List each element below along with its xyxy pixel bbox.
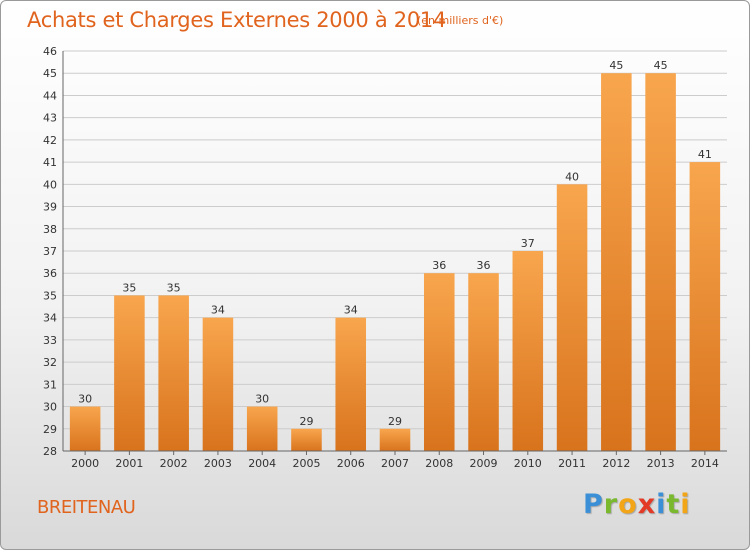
bar-value-label: 34 xyxy=(211,304,225,317)
bar-value-label: 45 xyxy=(609,59,623,72)
x-tick-label: 2003 xyxy=(204,457,232,470)
bar xyxy=(468,273,499,451)
bar-value-label: 30 xyxy=(78,393,92,406)
logo-letter: r xyxy=(603,489,619,520)
bar xyxy=(379,428,411,451)
bar-value-label: 36 xyxy=(432,259,446,272)
bar-value-label: 36 xyxy=(477,259,491,272)
x-tick-label: 2001 xyxy=(115,457,143,470)
logo-letter: P xyxy=(583,489,604,520)
proxiti-logo: Proxiti xyxy=(583,489,691,520)
bar-value-label: 34 xyxy=(344,304,358,317)
x-tick-label: 2008 xyxy=(425,457,453,470)
bar xyxy=(689,162,721,451)
chart-title: Achats et Charges Externes 2000 à 2014 xyxy=(27,8,447,32)
x-tick-label: 2006 xyxy=(337,457,365,470)
y-tick-label: 36 xyxy=(43,267,57,280)
bar-value-label: 29 xyxy=(299,415,313,428)
y-tick-label: 28 xyxy=(43,445,57,458)
bar xyxy=(335,317,367,451)
y-tick-label: 32 xyxy=(43,356,57,369)
x-tick-label: 2010 xyxy=(514,457,542,470)
y-tick-label: 30 xyxy=(43,401,57,414)
bar xyxy=(601,73,632,451)
bar xyxy=(246,406,278,451)
logo-letter: o xyxy=(618,489,638,520)
y-tick-label: 41 xyxy=(43,156,57,169)
bar-value-label: 30 xyxy=(255,393,269,406)
bar-value-label: 40 xyxy=(565,170,579,183)
bar xyxy=(158,295,189,451)
x-tick-label: 2012 xyxy=(602,457,630,470)
y-tick-label: 42 xyxy=(43,134,57,147)
bar-value-label: 41 xyxy=(698,148,712,161)
bar-value-label: 29 xyxy=(388,415,402,428)
x-tick-label: 2002 xyxy=(160,457,188,470)
y-tick-label: 40 xyxy=(43,178,57,191)
y-tick-label: 29 xyxy=(43,423,57,436)
bar xyxy=(423,273,455,451)
x-tick-label: 2000 xyxy=(71,457,99,470)
logo-letter: i xyxy=(656,489,667,520)
y-tick-label: 46 xyxy=(43,45,57,58)
y-tick-label: 37 xyxy=(43,245,57,258)
bar-value-label: 35 xyxy=(167,281,181,294)
bar xyxy=(556,184,588,452)
x-tick-label: 2014 xyxy=(691,457,719,470)
y-tick-label: 34 xyxy=(43,312,57,325)
chart-subtitle: (en milliers d'€) xyxy=(417,14,504,27)
x-tick-label: 2011 xyxy=(558,457,586,470)
bar xyxy=(69,406,101,451)
x-tick-label: 2013 xyxy=(647,457,675,470)
bar-value-label: 35 xyxy=(122,281,136,294)
y-tick-label: 38 xyxy=(43,223,57,236)
bar-value-label: 45 xyxy=(654,59,668,72)
bar xyxy=(291,428,322,451)
bar-value-label: 37 xyxy=(521,237,535,250)
y-tick-label: 35 xyxy=(43,289,57,302)
bar xyxy=(512,251,544,451)
x-tick-label: 2007 xyxy=(381,457,409,470)
y-tick-label: 44 xyxy=(43,89,57,102)
logo-letter: x xyxy=(637,489,657,520)
logo-letter: i xyxy=(680,489,691,520)
y-tick-label: 39 xyxy=(43,201,57,214)
x-tick-label: 2009 xyxy=(470,457,498,470)
place-name: BREITENAU xyxy=(37,497,136,518)
bar xyxy=(202,317,234,451)
y-tick-label: 31 xyxy=(43,378,57,391)
bar xyxy=(645,73,676,451)
x-tick-label: 2005 xyxy=(292,457,320,470)
y-tick-label: 33 xyxy=(43,334,57,347)
y-tick-label: 43 xyxy=(43,112,57,125)
bar xyxy=(114,295,145,451)
logo-letter: t xyxy=(666,489,681,520)
x-tick-label: 2004 xyxy=(248,457,276,470)
y-tick-label: 45 xyxy=(43,67,57,80)
